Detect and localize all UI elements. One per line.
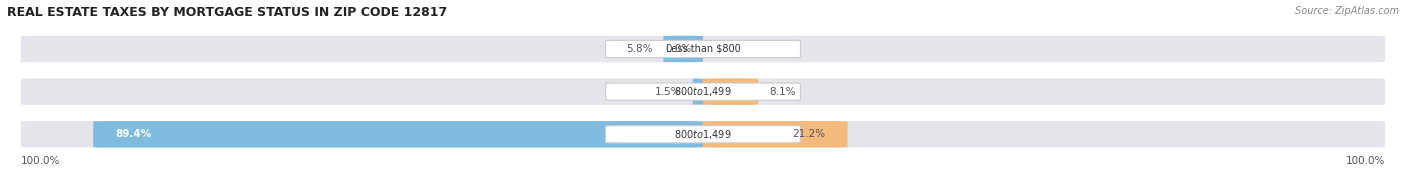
FancyBboxPatch shape [21, 78, 1385, 105]
Text: 0.0%: 0.0% [665, 44, 692, 54]
FancyBboxPatch shape [606, 83, 800, 100]
FancyBboxPatch shape [703, 121, 848, 148]
Text: 100.0%: 100.0% [21, 156, 60, 166]
FancyBboxPatch shape [21, 36, 1385, 62]
Text: 8.1%: 8.1% [769, 87, 796, 97]
Text: 100.0%: 100.0% [1346, 156, 1385, 166]
Text: 5.8%: 5.8% [626, 44, 652, 54]
FancyBboxPatch shape [686, 78, 710, 105]
Text: REAL ESTATE TAXES BY MORTGAGE STATUS IN ZIP CODE 12817: REAL ESTATE TAXES BY MORTGAGE STATUS IN … [7, 6, 447, 19]
FancyBboxPatch shape [93, 121, 703, 148]
Text: 21.2%: 21.2% [792, 129, 825, 139]
Text: $800 to $1,499: $800 to $1,499 [675, 128, 731, 141]
FancyBboxPatch shape [703, 78, 758, 105]
Text: 89.4%: 89.4% [115, 129, 152, 139]
FancyBboxPatch shape [606, 126, 800, 143]
FancyBboxPatch shape [606, 40, 800, 58]
Text: Less than $800: Less than $800 [665, 44, 741, 54]
FancyBboxPatch shape [21, 121, 1385, 148]
Text: Source: ZipAtlas.com: Source: ZipAtlas.com [1295, 6, 1399, 16]
Text: 1.5%: 1.5% [655, 87, 682, 97]
FancyBboxPatch shape [664, 36, 703, 62]
Text: $800 to $1,499: $800 to $1,499 [675, 85, 731, 98]
